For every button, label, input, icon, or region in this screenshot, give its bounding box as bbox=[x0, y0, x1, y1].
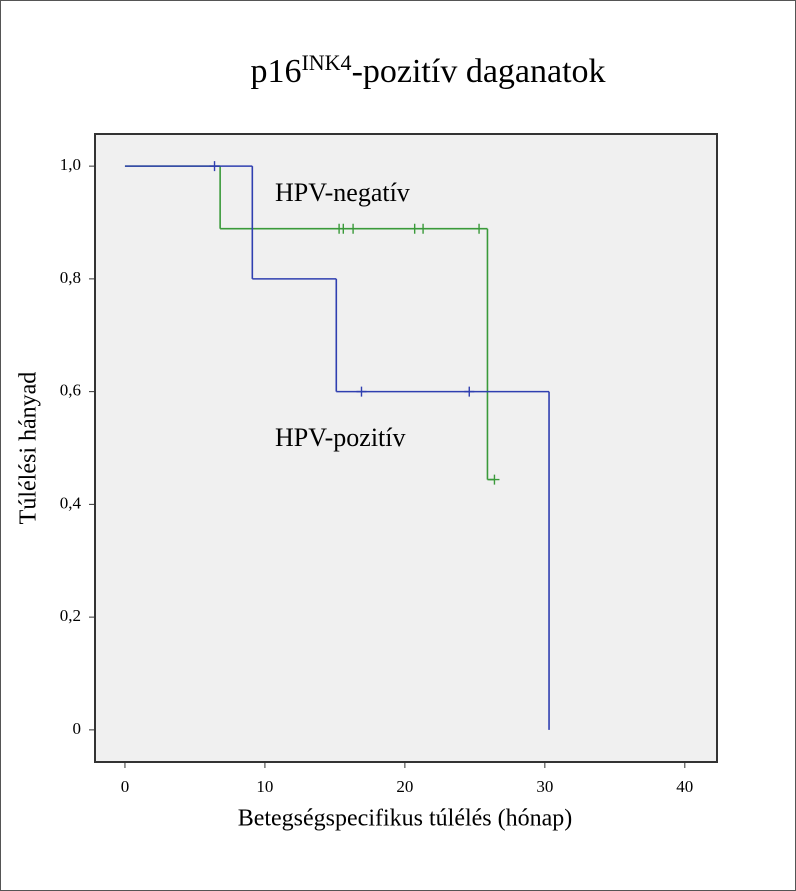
x-tick-label: 30 bbox=[536, 777, 553, 796]
y-tick-label: 0,6 bbox=[60, 381, 81, 400]
series-label: HPV-pozitív bbox=[275, 423, 406, 452]
x-tick-label: 20 bbox=[396, 777, 413, 796]
title-part: p16 bbox=[250, 53, 301, 90]
censor-mark bbox=[474, 223, 485, 234]
y-tick-label: 0 bbox=[73, 719, 82, 738]
censor-mark bbox=[409, 223, 420, 234]
censor-mark bbox=[464, 386, 475, 397]
x-axis-label: Betegségspecifikus túlélés (hónap) bbox=[238, 806, 573, 832]
y-axis-label: Túlélési hányad bbox=[16, 372, 42, 525]
censor-mark bbox=[209, 161, 220, 172]
chart-title: p16INK4-pozitív daganatok bbox=[250, 50, 605, 90]
title-part: -pozitív daganatok bbox=[352, 53, 606, 90]
censor-mark bbox=[418, 223, 429, 234]
y-tick-label: 0,8 bbox=[60, 268, 81, 287]
censor-mark bbox=[348, 223, 359, 234]
x-tick-label: 0 bbox=[121, 777, 130, 796]
y-tick-label: 0,2 bbox=[60, 606, 81, 625]
series-label: HPV-negatív bbox=[275, 178, 410, 207]
censor-mark bbox=[356, 386, 367, 397]
censor-mark bbox=[338, 223, 349, 234]
y-tick-label: 0,4 bbox=[60, 493, 82, 512]
x-tick-label: 40 bbox=[676, 777, 693, 796]
x-tick-label: 10 bbox=[256, 777, 273, 796]
plot-area bbox=[94, 133, 718, 763]
title-superscript: INK4 bbox=[301, 50, 351, 75]
censor-mark bbox=[489, 474, 500, 485]
y-tick-label: 1,0 bbox=[60, 155, 81, 174]
